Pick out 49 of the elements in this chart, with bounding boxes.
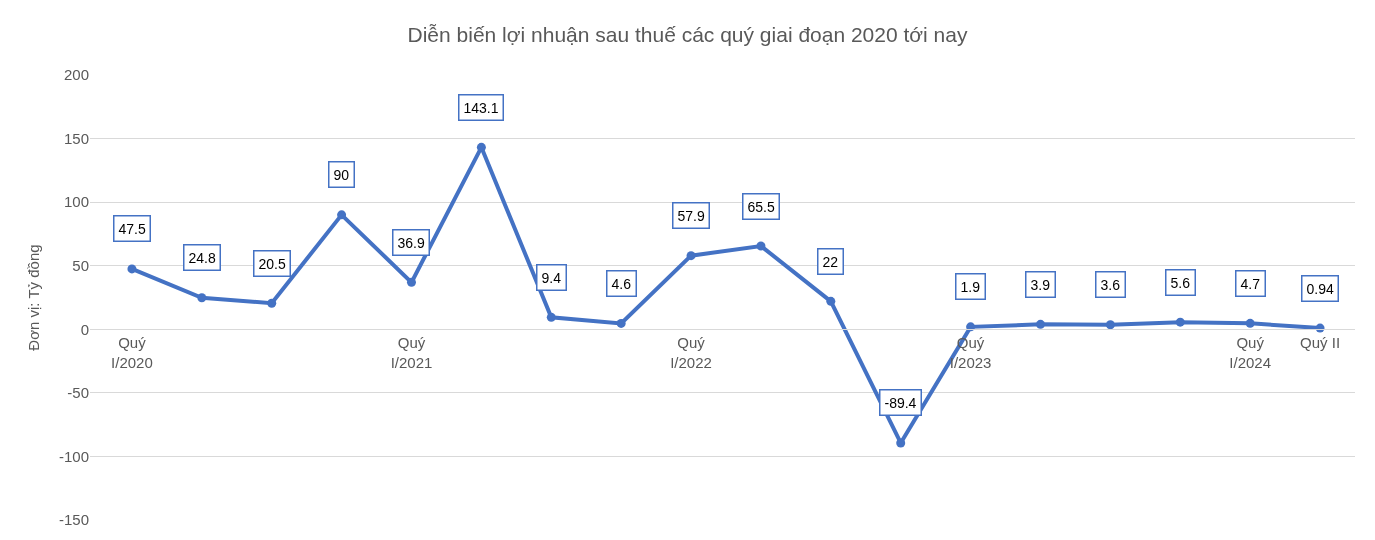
y-tick-label: 200 (63, 66, 89, 84)
y-tick-label: 150 (63, 129, 89, 147)
data-label: 65.5 (747, 198, 775, 215)
point (616, 318, 626, 328)
point (127, 264, 137, 274)
y-tick-label: -50 (67, 384, 89, 402)
data-label: 1.9 (960, 278, 981, 295)
y-tick-label: 50 (72, 256, 89, 274)
data-label: 4.7 (1240, 275, 1261, 292)
y-tick-label: 0 (80, 320, 89, 338)
data-label: 4.6 (611, 275, 632, 292)
point (1175, 317, 1185, 327)
data-label: -89.4 (884, 394, 917, 411)
y-tick-label: 100 (63, 193, 89, 211)
y-tick-label: -150 (58, 511, 89, 529)
point (546, 312, 556, 322)
point (406, 277, 416, 287)
point (1245, 318, 1255, 328)
point (337, 210, 347, 220)
point (686, 251, 696, 261)
data-label: 57.9 (677, 207, 705, 224)
data-label: 90 (333, 166, 350, 183)
x-tick-label: Quý I/2022 (670, 334, 712, 371)
point (476, 142, 486, 152)
x-tick-label: Quý I/2020 (111, 334, 153, 371)
x-tick-label: Quý I/2024 (1229, 334, 1272, 371)
point (1105, 320, 1115, 330)
y-axis-title: Đơn vị: Tỷ đồng (25, 244, 43, 351)
data-label: 9.4 (541, 269, 562, 286)
data-label: 143.1 (463, 99, 499, 116)
x-tick-label: Quý II (1300, 334, 1341, 352)
point (756, 241, 766, 251)
y-tick-label: -100 (58, 447, 89, 465)
chart-title: Diễn biến lợi nhuận sau thuế các quý giai đoạn 2020 tới nay (407, 22, 968, 46)
data-label: 24.8 (188, 249, 216, 266)
data-label: 36.9 (397, 234, 425, 251)
point (197, 293, 207, 303)
point (267, 298, 277, 308)
point (1036, 319, 1045, 329)
data-label: 3.9 (1030, 276, 1051, 293)
point (896, 438, 906, 448)
data-label: 5.6 (1170, 274, 1191, 291)
data-label: 3.6 (1100, 276, 1121, 293)
point (826, 296, 836, 306)
data-label: 20.5 (258, 255, 286, 272)
x-tick-label: Quý I/2021 (390, 334, 433, 371)
data-label: 47.5 (118, 220, 146, 237)
data-label: 22 (822, 253, 839, 270)
data-label: 0.94 (1306, 280, 1334, 297)
